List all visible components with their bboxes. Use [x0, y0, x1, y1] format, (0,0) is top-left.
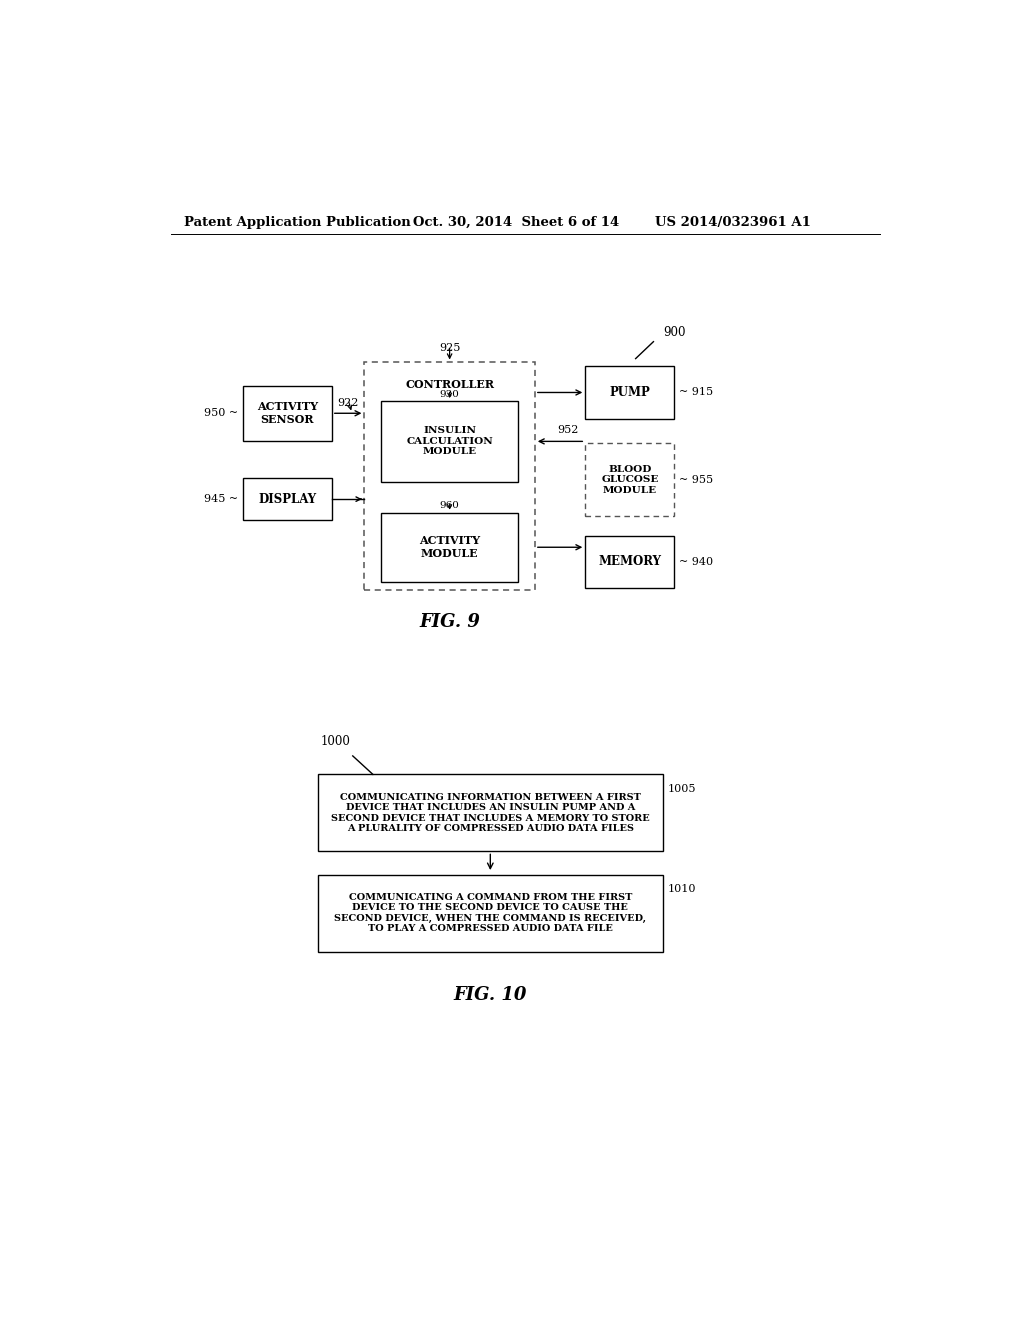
Text: ACTIVITY
SENSOR: ACTIVITY SENSOR: [257, 401, 317, 425]
Text: 960: 960: [439, 502, 460, 511]
Text: INSULIN
CALCULATION
MODULE: INSULIN CALCULATION MODULE: [407, 426, 493, 457]
Bar: [586, 536, 675, 589]
Bar: [365, 363, 535, 590]
Text: US 2014/0323961 A1: US 2014/0323961 A1: [655, 216, 811, 230]
Text: Patent Application Publication: Patent Application Publication: [183, 216, 411, 230]
Text: MEMORY: MEMORY: [598, 556, 662, 569]
Text: PUMP: PUMP: [609, 385, 650, 399]
Text: 922: 922: [338, 397, 358, 408]
Text: ACTIVITY
MODULE: ACTIVITY MODULE: [419, 536, 480, 560]
Text: FIG. 9: FIG. 9: [419, 612, 480, 631]
Text: CONTROLLER: CONTROLLER: [406, 379, 495, 391]
Bar: [586, 367, 675, 418]
Text: ~ 955: ~ 955: [679, 475, 713, 484]
Bar: [243, 385, 332, 441]
Text: ~ 915: ~ 915: [679, 388, 713, 397]
Text: 925: 925: [439, 343, 461, 354]
Text: FIG. 10: FIG. 10: [454, 986, 526, 1005]
Bar: [317, 874, 663, 952]
Bar: [586, 444, 675, 516]
Bar: [381, 512, 518, 582]
Text: ~ 940: ~ 940: [679, 557, 713, 566]
Text: Oct. 30, 2014  Sheet 6 of 14: Oct. 30, 2014 Sheet 6 of 14: [414, 216, 620, 230]
Text: 952: 952: [558, 425, 579, 436]
Text: 1005: 1005: [668, 784, 696, 793]
Bar: [243, 478, 332, 520]
Text: BLOOD
GLUCOSE
MODULE: BLOOD GLUCOSE MODULE: [601, 465, 658, 495]
Text: 1010: 1010: [668, 884, 696, 894]
Bar: [317, 775, 663, 851]
Text: COMMUNICATING INFORMATION BETWEEN A FIRST
DEVICE THAT INCLUDES AN INSULIN PUMP A: COMMUNICATING INFORMATION BETWEEN A FIRS…: [331, 793, 649, 833]
Text: 945 ~: 945 ~: [204, 494, 238, 504]
Text: 1000: 1000: [321, 735, 350, 748]
Text: DISPLAY: DISPLAY: [258, 492, 316, 506]
Text: COMMUNICATING A COMMAND FROM THE FIRST
DEVICE TO THE SECOND DEVICE TO CAUSE THE
: COMMUNICATING A COMMAND FROM THE FIRST D…: [334, 892, 646, 933]
Text: 900: 900: [663, 326, 685, 338]
Bar: [381, 401, 518, 482]
Text: 950 ~: 950 ~: [204, 408, 238, 418]
Text: 930: 930: [439, 389, 460, 399]
